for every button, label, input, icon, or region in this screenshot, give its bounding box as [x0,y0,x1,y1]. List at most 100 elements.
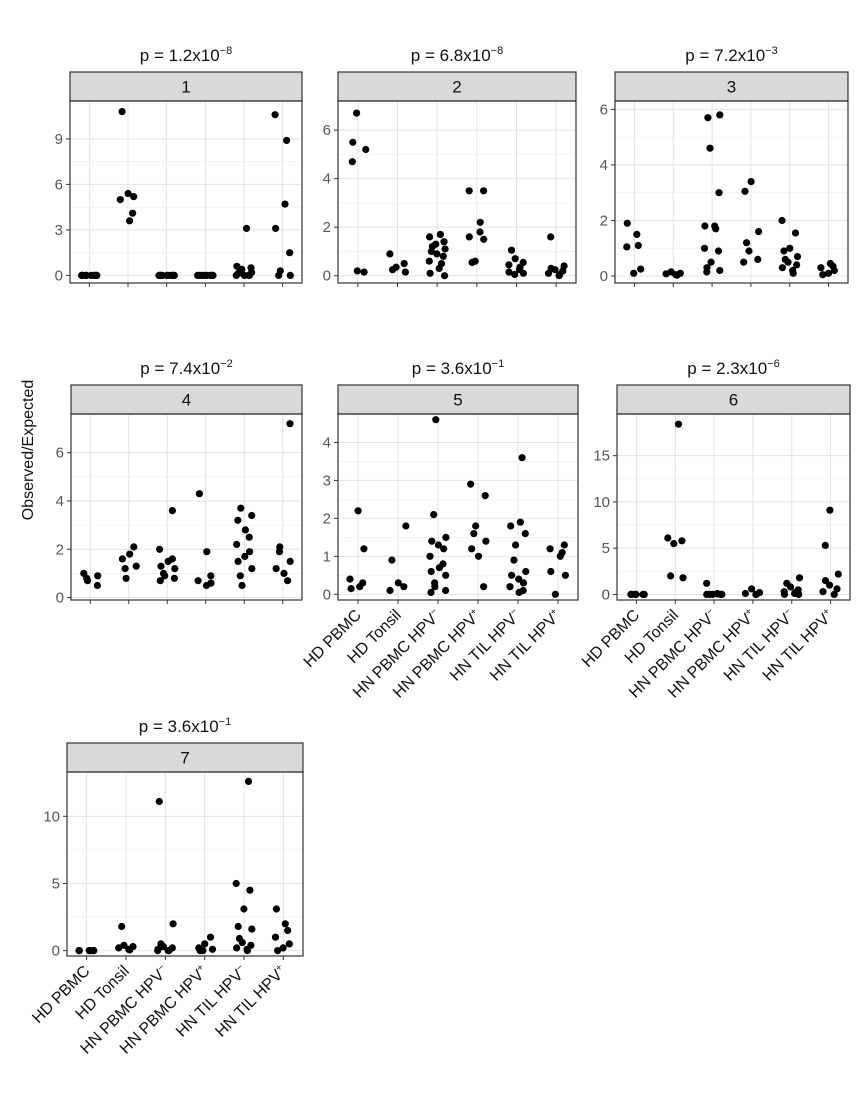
facet-panel-4: p = 7.4x10−2 4 0 2 4 6 [56,358,303,607]
data-point [354,507,362,515]
facet-panel-1: p = 1.2x10−8 1 0 3 6 9 [55,45,303,287]
data-point [248,565,256,573]
y-tick-label: 0 [56,590,64,607]
plot-border [616,413,851,601]
plot-background [338,101,576,283]
data-point [630,269,638,277]
y-tick-label: 0 [52,943,60,960]
data-point [202,581,211,590]
data-point [234,557,242,566]
y-tick-label: 5 [52,875,60,892]
data-point [245,533,253,541]
data-point [286,557,294,566]
y-tick-label: 10 [593,494,610,511]
data-point [428,537,436,545]
data-point [740,258,748,266]
data-point [634,241,642,250]
data-point [640,590,648,599]
y-tick-label: 5 [602,540,610,557]
data-point [522,567,530,576]
data-point [518,454,526,462]
y-tick-label: 4 [600,157,608,174]
data-point [674,420,683,428]
data-point [439,252,447,260]
data-point [795,590,803,599]
data-point [664,534,672,542]
data-point [118,922,126,931]
y-tick-label: 4 [323,434,331,451]
p-value-title: p = 2.3x10−6 [687,358,779,378]
data-point [505,268,513,276]
data-point [700,244,709,252]
plot-border [66,771,304,957]
data-point [427,588,435,597]
data-point [248,511,256,520]
data-point [793,253,802,261]
data-point [201,940,209,948]
facet-strip-label: 3 [727,78,736,97]
p-value-exponent: −8 [220,45,233,57]
data-point [778,264,787,272]
data-point [94,572,102,580]
data-point [348,158,356,166]
data-point [627,590,635,599]
data-point [712,225,720,233]
data-point [435,564,443,572]
data-point [703,579,711,587]
y-tick-label: 2 [323,510,331,527]
data-point [271,933,280,941]
data-point [427,567,435,576]
facet-strip-label: 1 [181,78,190,97]
data-point [789,269,797,277]
data-point [505,261,513,269]
data-point [360,545,368,553]
data-point [474,552,483,560]
facet-strip [337,71,577,102]
data-point [275,271,283,279]
p-value-title: p = 6.8x10−8 [411,45,503,65]
data-point [637,265,645,273]
data-point [824,269,833,277]
data-point [157,562,165,570]
data-point [234,516,242,524]
y-tick-label: 10 [43,808,60,825]
data-point [194,577,202,585]
plot-background [615,101,848,283]
data-point [467,480,475,488]
data-point [161,572,169,580]
data-point [75,947,83,955]
data-point [519,579,528,587]
data-point [388,556,396,564]
data-point [246,886,254,894]
data-point [126,550,134,558]
data-point [508,571,516,579]
data-point [194,271,202,279]
data-point [232,271,240,279]
data-point [241,552,249,561]
data-point [362,145,370,154]
data-point [233,540,241,549]
data-point [238,939,246,947]
data-point [703,268,711,276]
data-point [826,581,834,589]
data-point [819,271,827,279]
data-point [511,255,519,263]
data-point [515,575,523,583]
data-point [748,585,756,593]
data-point [791,229,800,237]
data-point [784,258,792,266]
data-point [155,797,163,806]
data-point [667,572,675,580]
data-point [349,138,357,146]
data-point [482,537,490,545]
data-point [678,537,686,545]
data-point [793,261,801,269]
data-point [632,590,640,599]
data-point [284,926,292,935]
plot-border [70,413,303,601]
y-tick-label: 3 [55,222,63,239]
y-tick-label: 2 [600,212,608,229]
data-point [241,526,249,534]
data-point [426,233,434,241]
